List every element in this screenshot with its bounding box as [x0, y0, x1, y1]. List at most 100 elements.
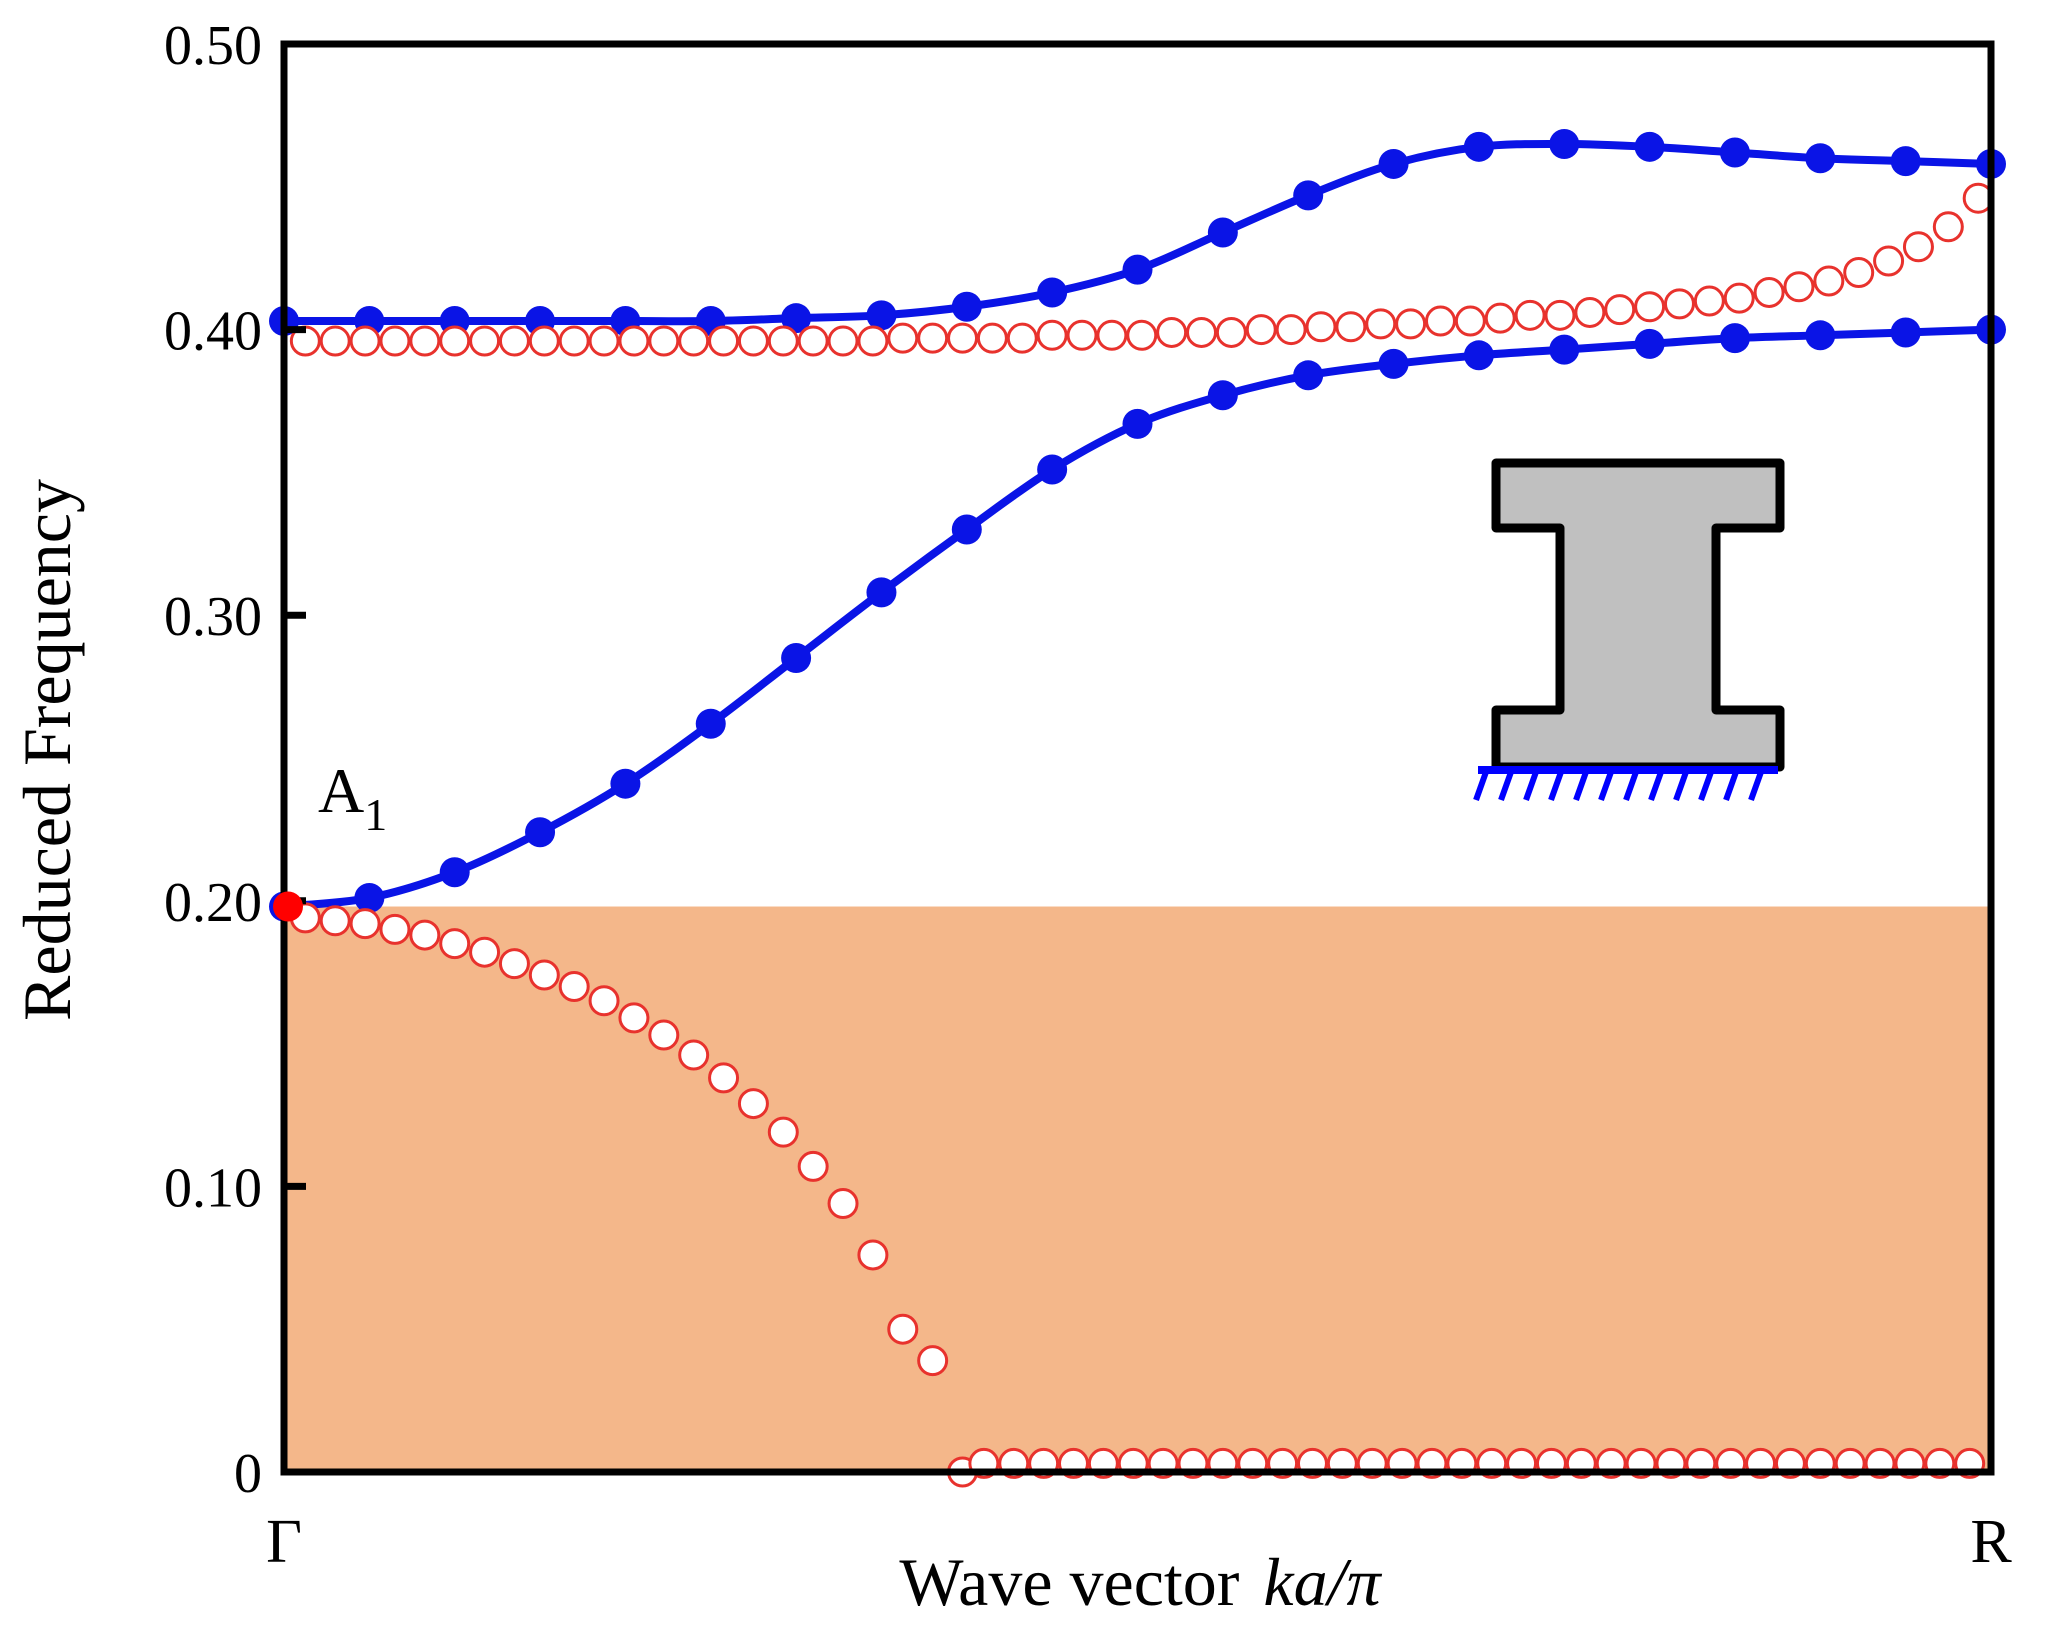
hatch-line: [1548, 770, 1564, 802]
hatch-line: [1473, 770, 1489, 802]
data-point: [1805, 320, 1836, 351]
data-point-open: [588, 985, 620, 1017]
data-point-open: [1843, 256, 1875, 288]
fixed-support-hatching: [1473, 770, 1764, 802]
data-point-open: [1783, 271, 1815, 303]
data-point: [525, 817, 556, 848]
data-point-open: [1902, 231, 1934, 263]
data-point-open: [737, 325, 769, 357]
hatch-line: [1498, 770, 1514, 802]
data-point-open: [498, 325, 530, 357]
data-point-open: [379, 325, 411, 357]
i-section-shape: [1491, 458, 1785, 772]
data-point-open: [708, 325, 740, 357]
y-tick-label: 0.10: [164, 1157, 262, 1219]
data-point: [866, 300, 897, 331]
data-point-open: [678, 1039, 710, 1071]
inset-i-section: [1473, 458, 1785, 802]
data-point-open: [1186, 316, 1218, 348]
data-point: [1719, 323, 1750, 354]
series-lower-band-red-open: [289, 902, 979, 1488]
data-point-open: [1873, 245, 1905, 277]
series-layer: [269, 128, 2006, 1488]
data-point: [951, 514, 982, 545]
data-point-open: [349, 325, 381, 357]
data-point: [1463, 340, 1494, 371]
hatch-line: [1623, 770, 1639, 802]
data-point-open: [1663, 288, 1695, 320]
data-point-open: [1215, 316, 1247, 348]
data-point: [866, 577, 897, 608]
data-point-open: [1126, 319, 1158, 351]
data-point-open: [767, 325, 799, 357]
hatch-line: [1698, 770, 1714, 802]
data-point: [781, 303, 812, 334]
data-point-open: [1066, 319, 1098, 351]
annotation-a1-base: A: [318, 755, 364, 826]
data-point-open: [1484, 302, 1516, 334]
data-point-open: [1932, 211, 1964, 243]
data-point-open: [1454, 305, 1486, 337]
data-point-open: [1275, 314, 1307, 346]
data-point-open: [1544, 299, 1576, 331]
data-point-open: [1723, 282, 1755, 314]
x-axis-title-math: ka/π: [1263, 1544, 1382, 1620]
data-point: [1549, 128, 1580, 159]
data-point: [1207, 380, 1238, 411]
x-axis-title-prefix: Wave vector: [899, 1544, 1239, 1620]
data-point-open: [618, 325, 650, 357]
a1-marker: [273, 891, 303, 922]
data-point-open: [409, 325, 441, 357]
shaded-bandgap-region: [284, 906, 1991, 1472]
data-point-open: [528, 959, 560, 991]
data-point-open: [1753, 276, 1785, 308]
data-point: [951, 291, 982, 322]
data-point-open: [1006, 322, 1038, 354]
series-upper-band-blue: [269, 128, 2006, 337]
hatch-line: [1723, 770, 1739, 802]
data-point-open: [1365, 308, 1397, 340]
data-point-open: [469, 936, 501, 968]
data-point-open: [648, 325, 680, 357]
data-point-open: [498, 948, 530, 980]
data-point-open: [947, 322, 979, 354]
plot-frame: [280, 40, 1995, 1476]
data-point: [610, 768, 641, 799]
data-point-open: [827, 1188, 859, 1220]
data-point: [1634, 131, 1665, 162]
data-point-open: [409, 919, 441, 951]
data-point-open: [887, 1313, 919, 1345]
data-point-open: [1245, 314, 1277, 346]
annotation-a1: A1: [318, 755, 387, 840]
data-point: [439, 857, 470, 888]
y-tick-label: 0.30: [164, 586, 262, 648]
data-point: [1549, 334, 1580, 365]
data-point-open: [558, 970, 590, 1002]
data-point: [695, 708, 726, 739]
data-point-open: [976, 322, 1008, 354]
x-axis-title: Wave vector ka/π: [899, 1544, 1382, 1620]
x-tick-label-r: R: [1970, 1508, 2012, 1576]
data-point-open: [1305, 311, 1337, 343]
y-tick-label: 0.40: [164, 301, 262, 363]
data-point-open: [319, 905, 351, 937]
data-point: [1805, 143, 1836, 174]
data-point: [354, 882, 385, 913]
data-point: [1890, 146, 1921, 177]
data-point-open: [1395, 308, 1427, 340]
data-point-open: [618, 1002, 650, 1034]
hatch-line: [1648, 770, 1664, 802]
hatch-line: [1523, 770, 1539, 802]
data-point-open: [648, 1019, 680, 1051]
y-axis-title: Reduced Frequency: [9, 479, 85, 1021]
y-tick-label: 0.50: [164, 15, 262, 77]
hatch-line: [1598, 770, 1614, 802]
data-point-open: [1514, 299, 1546, 331]
data-point-open: [528, 325, 560, 357]
data-point: [781, 643, 812, 674]
hatch-line: [1573, 770, 1589, 802]
x-tick-label-gamma: Γ: [266, 1508, 302, 1576]
data-point-open: [797, 325, 829, 357]
data-point: [1634, 328, 1665, 359]
